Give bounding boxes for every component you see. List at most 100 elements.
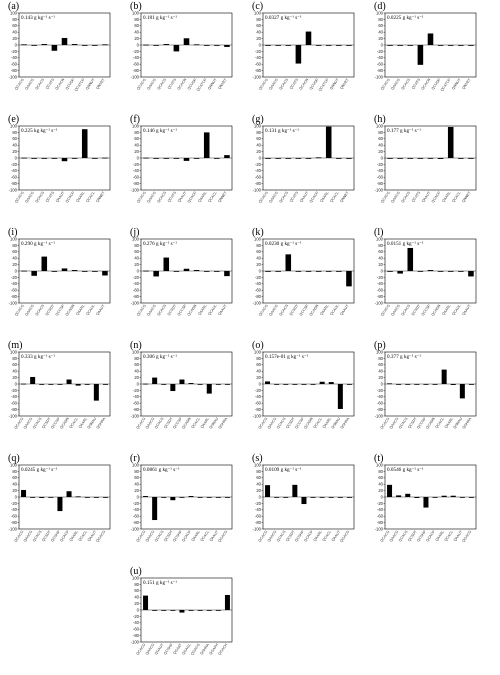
- bar: [153, 271, 159, 277]
- y-tick-label: -60: [377, 62, 384, 67]
- category-label: QCACG: [136, 78, 147, 91]
- y-tick-label: -60: [255, 175, 262, 180]
- category-label: QAARL: [191, 530, 201, 542]
- rate-annotation: 0.333 g kg⁻¹ s⁻¹: [21, 354, 55, 360]
- y-tick-label: -60: [255, 401, 262, 406]
- y-tick-label: -40: [133, 281, 140, 286]
- y-tick-label: -20: [133, 275, 140, 280]
- y-tick-label: -20: [255, 388, 262, 393]
- panel-label: (d): [374, 1, 386, 12]
- panel-label: (i): [8, 227, 17, 238]
- bar: [396, 384, 402, 385]
- bar: [214, 271, 220, 272]
- y-tick-label: -100: [253, 74, 262, 79]
- bar: [161, 384, 167, 385]
- y-tick-label: -60: [11, 401, 18, 406]
- bar: [21, 489, 27, 497]
- category-label: QAACG: [145, 417, 156, 430]
- category-label: QCACP: [187, 190, 198, 203]
- category-label: QSNAU: [331, 416, 342, 429]
- bar: [57, 497, 63, 512]
- y-tick-label: -100: [375, 74, 384, 79]
- category-label: QNNET: [217, 190, 228, 203]
- y-tick-label: -40: [11, 55, 18, 60]
- y-tick-label: 0: [137, 155, 140, 160]
- bar: [143, 44, 149, 46]
- y-tick-label: -80: [255, 68, 262, 73]
- bar: [274, 384, 280, 385]
- panel-label: (n): [130, 340, 142, 351]
- panel-label: (b): [130, 1, 142, 12]
- y-tick-label: 0: [137, 381, 140, 386]
- panel-label: (f): [130, 114, 140, 125]
- category-label: QNNET: [461, 190, 472, 203]
- bar: [336, 45, 342, 46]
- category-label: QGACG: [339, 530, 350, 543]
- category-label: QCADN: [309, 303, 320, 316]
- y-tick-label: 100: [132, 575, 140, 580]
- category-label: QAACG: [389, 417, 400, 430]
- bar: [48, 384, 54, 385]
- bar: [197, 384, 203, 385]
- y-tick-label: -100: [253, 187, 262, 192]
- category-label: QAAUT: [177, 190, 188, 203]
- y-tick-label: 0: [259, 268, 262, 273]
- category-label: QAACG: [390, 78, 401, 91]
- category-label: QCVDP: [187, 77, 198, 90]
- y-tick-label: -40: [255, 55, 262, 60]
- y-tick-label: -60: [133, 401, 140, 406]
- y-tick-label: -40: [11, 507, 18, 512]
- rate-annotation: 0.181 g kg⁻¹ s⁻¹: [143, 15, 177, 21]
- y-tick-label: 20: [12, 36, 17, 41]
- category-label: QAACG: [390, 191, 401, 204]
- bar: [346, 158, 352, 159]
- bar: [21, 157, 27, 159]
- bar: [292, 384, 298, 385]
- y-tick-label: -80: [255, 520, 262, 525]
- bar: [265, 381, 271, 384]
- y-tick-label: -100: [253, 413, 262, 418]
- bar: [215, 497, 221, 498]
- y-tick-label: -80: [377, 520, 384, 525]
- y-tick-label: 100: [254, 236, 262, 241]
- y-tick-label: 20: [256, 375, 261, 380]
- category-label: QAAUT: [461, 303, 472, 316]
- bar: [75, 496, 81, 498]
- y-tick-label: 0: [259, 381, 262, 386]
- y-tick-label: 40: [12, 369, 17, 374]
- category-label: QSNAU: [453, 416, 464, 429]
- y-tick-label: -20: [377, 49, 384, 54]
- category-label: QCVDP: [65, 77, 76, 90]
- bar: [214, 158, 220, 159]
- bar: [346, 271, 352, 287]
- y-tick-label: -20: [255, 275, 262, 280]
- y-tick-label: -40: [255, 507, 262, 512]
- y-tick-label: 20: [378, 262, 383, 267]
- y-tick-label: 40: [12, 143, 17, 148]
- category-label: QAACG: [390, 304, 401, 317]
- bar: [275, 158, 281, 159]
- category-label: QAAUT: [87, 529, 98, 542]
- y-tick-label: -80: [133, 633, 140, 638]
- category-label: QSHRA: [462, 416, 473, 429]
- y-tick-label: 100: [376, 10, 384, 15]
- rate-annotation: 0.225 kg kg⁻¹ s⁻¹: [21, 128, 58, 134]
- category-label: QCACS: [398, 529, 409, 542]
- y-tick-label: -100: [253, 300, 262, 305]
- category-label: QCSHP: [50, 529, 61, 542]
- bar: [188, 610, 194, 611]
- category-label: QAACG: [267, 530, 278, 543]
- y-tick-label: 20: [378, 375, 383, 380]
- category-label: QGACG: [461, 530, 472, 543]
- bar: [170, 497, 176, 501]
- bar: [31, 158, 37, 159]
- y-tick-label: 20: [378, 36, 383, 41]
- bar: [102, 157, 108, 159]
- y-tick-label: -100: [131, 526, 140, 531]
- bar: [224, 594, 230, 610]
